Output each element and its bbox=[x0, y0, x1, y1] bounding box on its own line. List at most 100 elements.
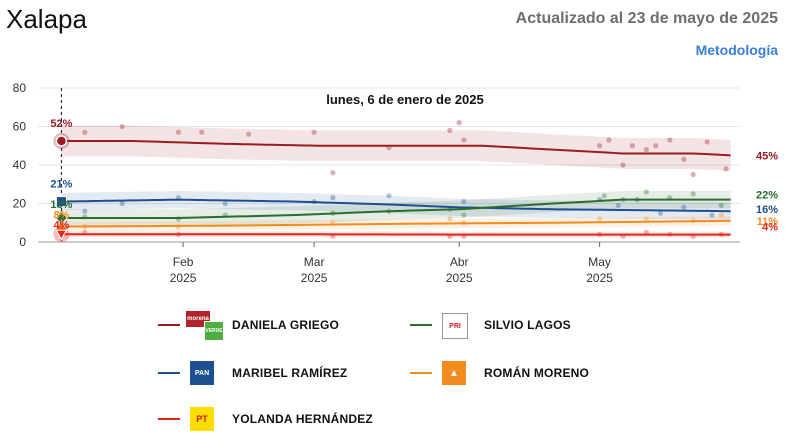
end-value-label: 45% bbox=[756, 150, 778, 162]
start-value-label: 52% bbox=[50, 118, 72, 130]
poll-point bbox=[119, 200, 125, 207]
poll-point bbox=[709, 212, 715, 218]
poll-point bbox=[461, 198, 467, 205]
poll-point bbox=[620, 162, 626, 168]
poll-point bbox=[386, 193, 392, 199]
poll-point bbox=[601, 193, 607, 199]
pan-logo: PAN bbox=[186, 359, 222, 387]
hover-marker bbox=[55, 229, 68, 241]
poll-point bbox=[456, 120, 462, 126]
legend-item-silvio-lagos[interactable]: PRI SILVIO LAGOS bbox=[410, 311, 571, 339]
morena-verde-logo: morena VERDE bbox=[186, 311, 224, 341]
page-title: Xalapa bbox=[6, 4, 87, 34]
pt-logo: PT bbox=[186, 405, 222, 433]
hover-marker bbox=[55, 135, 68, 147]
x-tick-label: Abr bbox=[450, 255, 469, 269]
poll-point bbox=[681, 204, 687, 210]
start-value-label: 4% bbox=[53, 219, 69, 231]
legend-item-maribel-ramirez[interactable]: PAN MARIBEL RAMÍREZ bbox=[158, 359, 347, 387]
legend-label: YOLANDA HERNÁNDEZ bbox=[232, 412, 373, 426]
legend-swatch bbox=[158, 372, 180, 374]
legend-swatch bbox=[158, 324, 180, 326]
poll-point bbox=[704, 139, 710, 145]
poll-point bbox=[597, 216, 603, 222]
confidence-band bbox=[61, 190, 731, 227]
legend-swatch bbox=[158, 418, 180, 420]
trend-line[interactable] bbox=[61, 198, 731, 213]
x-tick-label: Feb bbox=[173, 255, 194, 269]
verde-logo-text: VERDE bbox=[204, 321, 224, 341]
start-value-label: 8% bbox=[53, 210, 69, 222]
legend-item-daniela-griego[interactable]: morena VERDE DANIELA GRIEGO bbox=[158, 311, 340, 341]
poll-point bbox=[690, 191, 696, 197]
poll-point bbox=[615, 202, 621, 209]
poll-point bbox=[330, 170, 336, 176]
legend-label: MARIBEL RAMÍREZ bbox=[232, 366, 348, 380]
poll-point bbox=[461, 212, 467, 218]
poll-point bbox=[461, 137, 467, 143]
end-value-label: 22% bbox=[756, 190, 778, 202]
poll-point bbox=[657, 210, 664, 216]
poll-point bbox=[447, 216, 453, 222]
poll-point bbox=[653, 143, 659, 149]
poll-point bbox=[681, 156, 687, 162]
legend-label: DANIELA GRIEGO bbox=[232, 318, 340, 332]
y-tick-label: 20 bbox=[13, 197, 27, 211]
legend-swatch bbox=[410, 324, 432, 326]
pan-logo-text: PAN bbox=[190, 361, 214, 385]
poll-point bbox=[643, 216, 650, 222]
trend-line[interactable] bbox=[61, 139, 731, 157]
poll-point bbox=[723, 166, 729, 172]
poll-point bbox=[718, 202, 724, 209]
x-tick-label: May bbox=[588, 255, 611, 269]
legend-swatch bbox=[410, 372, 432, 374]
x-tick-year: 2025 bbox=[301, 271, 328, 285]
y-tick-label: 60 bbox=[13, 120, 27, 134]
pri-logo: PRI bbox=[438, 311, 474, 339]
poll-point bbox=[330, 195, 336, 201]
methodology-link[interactable]: Metodología bbox=[695, 42, 778, 58]
y-tick-label: 80 bbox=[13, 81, 27, 95]
y-tick-label: 0 bbox=[19, 235, 26, 249]
legend-item-yolanda-hernandez[interactable]: PT YOLANDA HERNÁNDEZ bbox=[158, 405, 373, 433]
x-tick-label: Mar bbox=[304, 255, 325, 269]
poll-point bbox=[82, 129, 88, 135]
poll-point bbox=[311, 129, 317, 135]
end-value-label: 11% bbox=[757, 216, 779, 228]
hover-date-label: lunes, 6 de enero de 2025 bbox=[326, 92, 484, 107]
x-tick-year: 2025 bbox=[446, 271, 473, 285]
mc-logo-mark: ▲ bbox=[442, 361, 466, 385]
poll-point bbox=[222, 200, 228, 207]
poll-chart[interactable]: 0 20 40 60 80 Feb 2025 Mar 2025 Abr 2025 May 2025 lun… bbox=[0, 0, 800, 300]
hover-marker bbox=[55, 196, 67, 208]
poll-point bbox=[82, 208, 88, 214]
mc-logo: ▲ bbox=[438, 359, 474, 387]
poll-point bbox=[643, 229, 650, 235]
poll-point bbox=[690, 172, 696, 178]
end-value-label: 16% bbox=[756, 204, 778, 216]
start-value-label: 13% bbox=[50, 199, 72, 211]
poll-point bbox=[597, 143, 603, 149]
poll-point bbox=[246, 131, 252, 137]
start-value-label: 21% bbox=[50, 179, 72, 191]
y-tick-label: 40 bbox=[13, 158, 27, 172]
poll-point bbox=[643, 189, 650, 195]
poll-point bbox=[643, 147, 650, 153]
end-value-label: 4% bbox=[762, 221, 778, 233]
poll-point bbox=[199, 129, 205, 135]
poll-point bbox=[629, 143, 635, 149]
pri-logo-text: PRI bbox=[442, 313, 468, 339]
updated-date: Actualizado al 23 de mayo de 2025 bbox=[515, 10, 778, 27]
poll-point bbox=[447, 127, 453, 133]
legend-item-roman-moreno[interactable]: ▲ ROMÁN MORENO bbox=[410, 359, 589, 387]
x-tick-year: 2025 bbox=[170, 271, 197, 285]
pt-logo-text: PT bbox=[190, 407, 214, 431]
trend-line[interactable] bbox=[61, 219, 731, 228]
legend-label: SILVIO LAGOS bbox=[484, 318, 571, 332]
trend-line[interactable] bbox=[61, 198, 731, 219]
poll-point bbox=[606, 137, 612, 143]
morena-logo-text: morena bbox=[186, 311, 210, 327]
x-tick-year: 2025 bbox=[586, 271, 613, 285]
confidence-band bbox=[61, 125, 731, 171]
legend-label: ROMÁN MORENO bbox=[484, 366, 590, 380]
